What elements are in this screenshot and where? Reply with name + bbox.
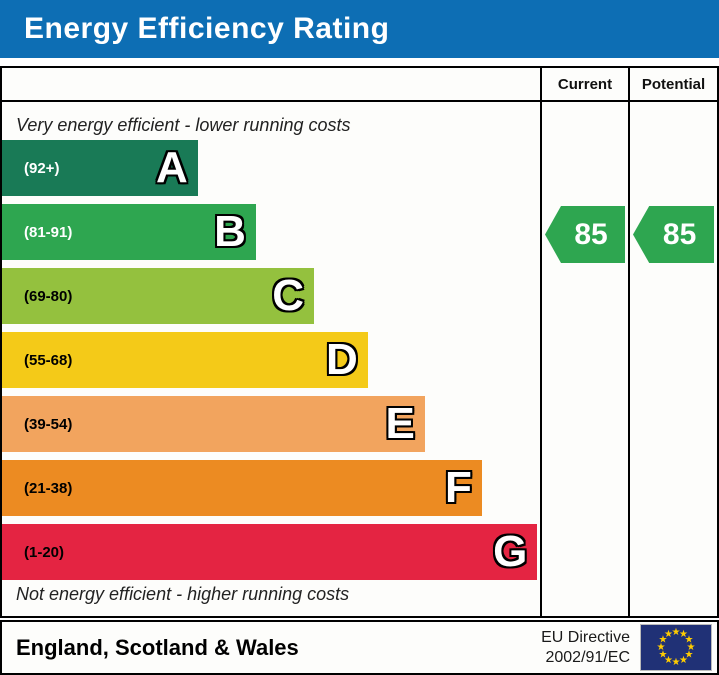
rating-table: Current Potential Very energy efficient … (0, 66, 719, 618)
band-row-f: (21-38) F (2, 460, 482, 516)
band-list: (92+) A (81-91) B (69-80) C (55-68) D (39-54) E (2… (2, 140, 540, 580)
header-spacer (2, 68, 540, 102)
potential-column-header: Potential (628, 68, 717, 102)
band-range-label: (92+) (24, 159, 60, 177)
band-letter: C (272, 271, 305, 320)
potential-rating-value: 85 (662, 217, 697, 251)
current-rating-arrow: 85 (545, 206, 625, 263)
eu-directive-line2: 2002/91/EC (545, 648, 630, 666)
band-row-e: (39-54) E (2, 396, 425, 452)
bottom-note: Not energy efficient - higher running co… (16, 584, 350, 604)
band-range-label: (55-68) (24, 351, 73, 369)
eu-flag-icon: ★ ★ ★ ★ ★ ★ ★ ★ ★ ★ ★ ★ (640, 624, 712, 671)
band-row-b: (81-91) B (2, 204, 256, 260)
band-letter: G (493, 527, 528, 576)
band-row-c: (69-80) C (2, 268, 315, 324)
potential-rating-arrow: 85 (633, 206, 714, 263)
current-column: 85 (540, 102, 628, 616)
band-letter: B (214, 207, 246, 256)
eu-directive-line1: EU Directive (541, 628, 630, 646)
region-label: England, Scotland & Wales (16, 634, 299, 660)
top-note: Very energy efficient - lower running co… (16, 115, 351, 135)
band-letter: F (445, 463, 472, 512)
band-row-a: (92+) A (2, 140, 198, 196)
eu-directive-text: EU Directive 2002/91/EC (541, 628, 630, 668)
potential-column: 85 (628, 102, 717, 616)
band-letter: A (156, 143, 188, 192)
band-row-g: (1-20) G (2, 524, 538, 580)
band-row-d: (55-68) D (2, 332, 368, 388)
page-title: Energy Efficiency Rating (24, 12, 390, 45)
current-rating-value: 85 (574, 217, 608, 251)
band-range-label: (21-38) (24, 479, 73, 497)
current-column-header: Current (540, 68, 628, 102)
band-range-label: (1-20) (24, 543, 65, 561)
band-letter: E (385, 399, 415, 448)
bands-area: Very energy efficient - lower running co… (2, 102, 540, 616)
band-range-label: (81-91) (24, 223, 73, 241)
band-range-label: (39-54) (24, 415, 73, 433)
footer: England, Scotland & Wales EU Directive 2… (0, 620, 719, 675)
band-range-label: (69-80) (24, 287, 73, 305)
title-bar: Energy Efficiency Rating (0, 0, 719, 58)
band-letter: D (326, 335, 358, 384)
